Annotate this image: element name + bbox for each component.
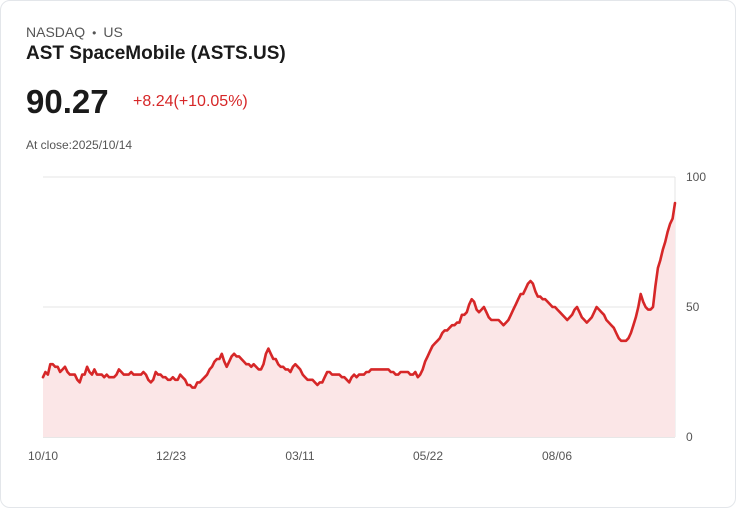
x-tick-label: 08/06	[542, 449, 572, 463]
price-change: +8.24(+10.05%)	[133, 93, 248, 110]
separator-dot: •	[92, 26, 97, 40]
country: US	[103, 24, 123, 40]
price-area	[43, 203, 675, 437]
stock-title: AST SpaceMobile (ASTS.US)	[26, 43, 286, 64]
x-tick-label: 10/10	[28, 449, 58, 463]
x-tick-label: 05/22	[413, 449, 443, 463]
x-axis: 10/10 12/23 03/11 05/22 08/06	[28, 449, 572, 463]
close-date: At close:2025/10/14	[26, 138, 133, 152]
x-tick-label: 12/23	[156, 449, 186, 463]
y-axis: 0 50 100	[686, 170, 706, 444]
exchange-name: NASDAQ	[26, 24, 86, 40]
exchange-line: NASDAQ • US	[26, 24, 123, 40]
y-tick-label: 50	[686, 300, 700, 314]
last-price: 90.27	[26, 83, 109, 120]
y-tick-label: 100	[686, 170, 706, 184]
y-tick-label: 0	[686, 430, 693, 444]
x-tick-label: 03/11	[285, 449, 314, 463]
price-line	[41, 201, 677, 389]
